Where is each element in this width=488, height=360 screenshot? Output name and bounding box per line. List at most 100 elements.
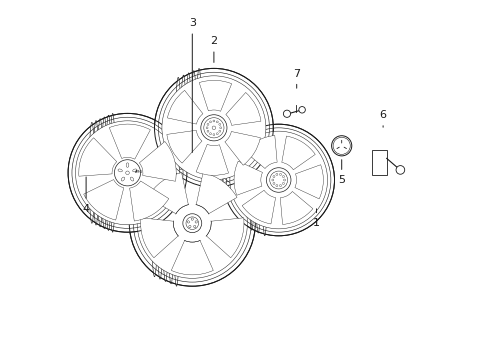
Text: 5: 5 — [338, 160, 345, 185]
Ellipse shape — [242, 132, 247, 228]
Ellipse shape — [181, 75, 186, 180]
Circle shape — [206, 130, 208, 132]
Ellipse shape — [191, 71, 196, 185]
Circle shape — [216, 121, 218, 123]
Ellipse shape — [168, 163, 174, 284]
Text: 6: 6 — [379, 110, 386, 127]
Text: 2: 2 — [210, 36, 217, 62]
Circle shape — [331, 136, 351, 156]
Circle shape — [125, 171, 129, 175]
Wedge shape — [294, 165, 323, 199]
Ellipse shape — [185, 73, 191, 183]
Ellipse shape — [157, 167, 163, 279]
Circle shape — [332, 137, 349, 154]
Circle shape — [279, 185, 281, 186]
Ellipse shape — [249, 130, 254, 230]
Wedge shape — [171, 240, 213, 275]
Circle shape — [162, 76, 265, 180]
Wedge shape — [242, 190, 275, 224]
Ellipse shape — [110, 113, 115, 232]
Ellipse shape — [173, 160, 179, 286]
Ellipse shape — [262, 124, 267, 236]
Circle shape — [269, 171, 287, 189]
Circle shape — [219, 127, 221, 129]
Circle shape — [206, 123, 208, 125]
Wedge shape — [166, 130, 202, 163]
Text: 3: 3 — [188, 18, 195, 152]
Circle shape — [223, 124, 334, 236]
Circle shape — [195, 221, 197, 223]
Circle shape — [282, 176, 284, 177]
Text: 7: 7 — [292, 69, 300, 88]
Circle shape — [201, 115, 226, 141]
Wedge shape — [196, 173, 237, 214]
FancyBboxPatch shape — [371, 150, 386, 175]
Wedge shape — [83, 180, 123, 220]
Ellipse shape — [255, 127, 260, 233]
Circle shape — [298, 107, 305, 113]
Circle shape — [212, 120, 214, 122]
Ellipse shape — [196, 68, 202, 187]
Circle shape — [75, 121, 179, 225]
Circle shape — [219, 130, 220, 132]
Wedge shape — [244, 135, 277, 168]
Wedge shape — [109, 124, 150, 159]
Circle shape — [129, 160, 255, 286]
Circle shape — [275, 185, 277, 186]
Circle shape — [212, 134, 214, 136]
Circle shape — [395, 166, 404, 174]
Text: AMG: AMG — [135, 170, 143, 174]
Circle shape — [183, 214, 202, 233]
Wedge shape — [234, 161, 262, 195]
Circle shape — [68, 113, 186, 232]
Ellipse shape — [121, 177, 124, 181]
Wedge shape — [129, 181, 168, 221]
Ellipse shape — [175, 77, 181, 178]
Ellipse shape — [102, 117, 107, 229]
Ellipse shape — [126, 163, 128, 167]
Text: 4: 4 — [82, 177, 89, 214]
Circle shape — [212, 126, 215, 130]
Circle shape — [271, 179, 273, 181]
Wedge shape — [79, 138, 117, 176]
Circle shape — [114, 160, 140, 186]
Circle shape — [272, 176, 274, 177]
Circle shape — [137, 168, 247, 278]
Wedge shape — [167, 90, 203, 124]
Circle shape — [279, 174, 281, 175]
Wedge shape — [196, 144, 228, 175]
Wedge shape — [225, 93, 261, 125]
Circle shape — [283, 110, 290, 117]
Circle shape — [283, 179, 285, 181]
Circle shape — [275, 174, 277, 175]
Circle shape — [206, 127, 207, 129]
Circle shape — [272, 183, 274, 184]
Wedge shape — [206, 218, 244, 258]
Wedge shape — [141, 218, 178, 258]
Circle shape — [193, 225, 195, 228]
Ellipse shape — [130, 177, 133, 181]
Circle shape — [282, 183, 284, 184]
Ellipse shape — [118, 169, 122, 172]
Circle shape — [191, 218, 193, 220]
Wedge shape — [199, 80, 231, 111]
Ellipse shape — [132, 169, 137, 172]
Circle shape — [187, 221, 189, 223]
Circle shape — [229, 131, 327, 229]
Ellipse shape — [89, 122, 94, 223]
Circle shape — [219, 123, 220, 125]
Ellipse shape — [163, 165, 168, 282]
Wedge shape — [147, 173, 188, 214]
Ellipse shape — [97, 119, 102, 227]
Wedge shape — [139, 141, 176, 181]
Ellipse shape — [93, 121, 99, 225]
Circle shape — [203, 118, 224, 138]
Wedge shape — [280, 192, 312, 225]
Circle shape — [154, 68, 273, 187]
Circle shape — [185, 217, 198, 230]
Wedge shape — [224, 131, 260, 165]
Text: 1: 1 — [312, 209, 319, 228]
Circle shape — [188, 225, 191, 228]
Circle shape — [209, 133, 211, 135]
Wedge shape — [281, 136, 315, 170]
